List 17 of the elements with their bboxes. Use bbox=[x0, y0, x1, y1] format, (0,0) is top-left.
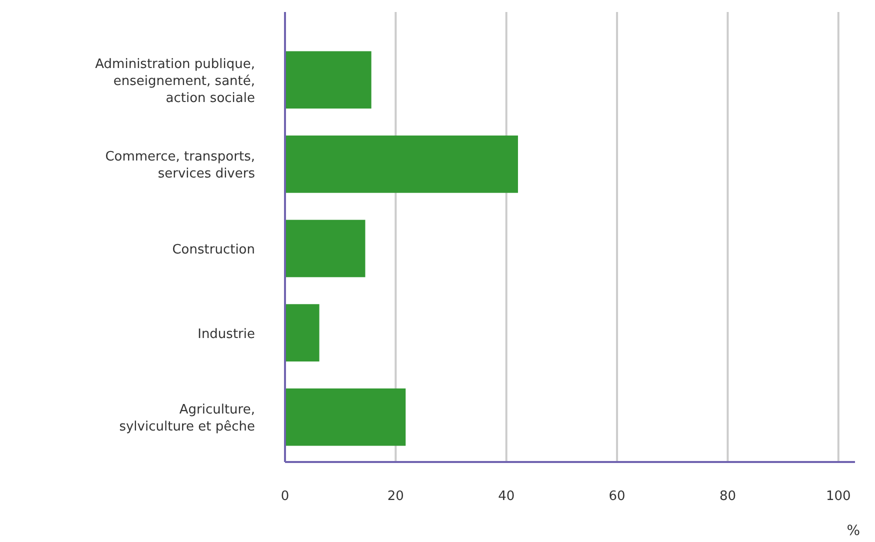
bar bbox=[285, 220, 366, 278]
bar bbox=[285, 51, 372, 109]
bar bbox=[285, 388, 406, 446]
bar bbox=[285, 136, 518, 193]
y-tick-label: Construction bbox=[172, 242, 255, 258]
x-tick-label: 100 bbox=[826, 489, 851, 504]
x-tick-label: 20 bbox=[387, 489, 404, 504]
x-axis-title: % bbox=[846, 523, 860, 539]
bar bbox=[285, 304, 320, 362]
x-tick-label: 60 bbox=[608, 489, 626, 504]
y-tick-label: Administration publique, enseignement, santé, action sociale bbox=[95, 56, 255, 106]
y-tick-label: Industrie bbox=[198, 326, 255, 342]
y-tick-label: Agriculture, sylviculture et pêche bbox=[119, 402, 255, 435]
x-tick-label: 40 bbox=[498, 489, 515, 504]
x-tick-label: 0 bbox=[280, 489, 290, 504]
y-tick-label: Commerce, transports, services divers bbox=[105, 150, 256, 182]
x-tick-label: 80 bbox=[719, 489, 736, 504]
